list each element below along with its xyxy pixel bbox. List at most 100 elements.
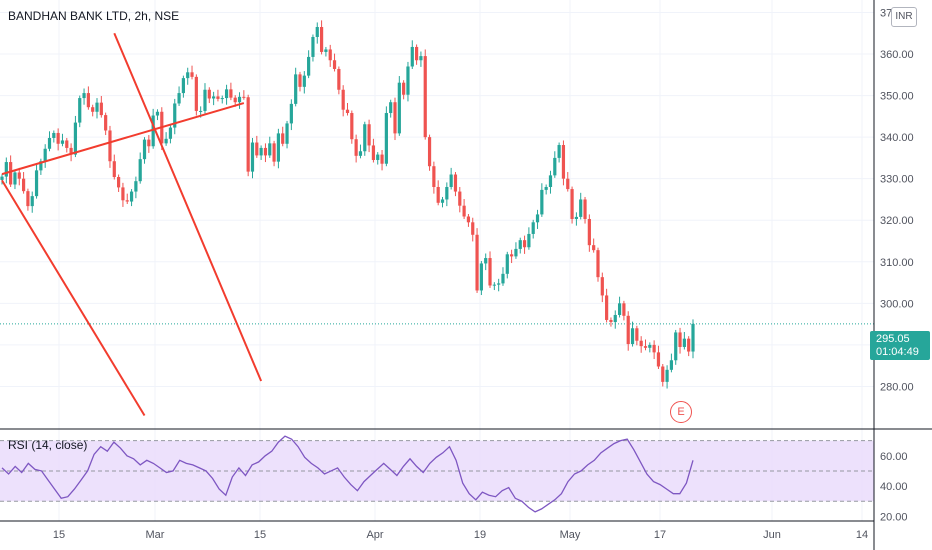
candle-body [199, 110, 203, 112]
candle-body [501, 273, 505, 284]
candle-body [69, 147, 73, 155]
candlesticks [0, 20, 695, 389]
candle-body [389, 102, 393, 114]
candle-body [328, 49, 332, 61]
candle-body [453, 174, 458, 192]
last-price-badge: 295.05 01:04:49 [870, 331, 930, 360]
y-tick-label: 320.00 [880, 215, 914, 227]
candle-body [466, 216, 471, 223]
x-tick-label: 14 [856, 529, 868, 541]
candle-body [570, 189, 574, 219]
trendlines[interactable] [1, 32, 263, 417]
candle-body [518, 240, 522, 249]
trendline-descending-lower[interactable] [1, 179, 146, 417]
candle-body [669, 360, 674, 370]
candle-body [168, 127, 173, 139]
candle-body [600, 277, 604, 296]
candle-body [540, 189, 544, 215]
candle-body [510, 254, 514, 257]
candle-body [583, 199, 587, 219]
candle-body [440, 199, 445, 203]
x-tick-label: Apr [366, 529, 383, 541]
candle-body [410, 46, 414, 67]
candle-body [95, 102, 99, 112]
candle-body [665, 369, 669, 382]
y-tick-label: 310.00 [880, 257, 914, 269]
candle-body [285, 123, 289, 144]
candle-body [30, 196, 34, 207]
candle-body [678, 332, 682, 347]
candle-body [397, 82, 401, 134]
candle-body [276, 133, 280, 162]
candle-body [281, 133, 285, 144]
candle-body [289, 103, 293, 124]
candle-body [43, 148, 47, 162]
chart-title: BANDHAN BANK LTD, 2h, NSE [8, 9, 180, 23]
rsi-tick-label: 40.00 [880, 481, 908, 493]
candle-body [527, 233, 531, 248]
candle-body [268, 143, 272, 156]
candle-body [687, 338, 691, 352]
candle-body [427, 137, 432, 167]
candle-body [250, 142, 255, 172]
candle-body [52, 132, 56, 138]
candle-body [78, 98, 82, 123]
candle-body [229, 89, 233, 98]
candle-body [13, 172, 17, 185]
candle-body [263, 147, 268, 156]
candle-body [384, 113, 388, 164]
candle-body [173, 103, 177, 128]
candle-body [497, 283, 501, 285]
candle-body [613, 314, 617, 323]
candle-body [294, 74, 298, 104]
candle-body [579, 199, 583, 217]
candle-body [26, 191, 30, 207]
candle-body [125, 200, 129, 202]
candle-body [272, 143, 276, 162]
candle-body [259, 147, 263, 156]
candle-body [134, 181, 138, 192]
candle-body [298, 74, 302, 87]
candle-body [609, 319, 613, 323]
candle-body [242, 96, 246, 98]
x-tick-label: 17 [654, 529, 666, 541]
candle-body [622, 303, 626, 316]
x-tick-label: May [560, 529, 581, 541]
candle-body [432, 166, 436, 187]
candle-body [371, 145, 376, 160]
candle-body [203, 89, 207, 111]
x-tick-label: 15 [53, 529, 65, 541]
candle-body [605, 295, 609, 320]
trendline-descending-upper[interactable] [113, 32, 263, 382]
candle-body [682, 338, 686, 347]
y-tick-label: 360.00 [880, 49, 914, 61]
candle-body [4, 162, 8, 177]
candle-body [164, 138, 168, 144]
trendline-rising-resistance[interactable] [1, 102, 245, 176]
currency-badge[interactable]: INR [891, 7, 917, 27]
candle-body [319, 27, 324, 52]
candle-body [177, 93, 181, 104]
rsi-tick-label: 60.00 [880, 451, 908, 463]
candle-body [138, 159, 142, 182]
candle-body [186, 72, 190, 79]
candle-body [17, 172, 21, 179]
candle-body [216, 96, 220, 99]
candle-body [82, 93, 86, 99]
candle-body [436, 186, 440, 203]
candle-body [86, 93, 90, 108]
x-tick-label: 19 [474, 529, 486, 541]
candle-body [423, 56, 427, 138]
candle-body [341, 89, 345, 110]
candle-body [479, 263, 483, 291]
candle-body [566, 178, 570, 190]
candle-body [445, 186, 449, 200]
y-tick-label: 340.00 [880, 132, 914, 144]
earnings-marker[interactable]: E [670, 401, 692, 423]
rsi-band [0, 440, 874, 502]
bar-countdown: 01:04:49 [876, 346, 919, 358]
candle-body [311, 36, 315, 57]
candle-body [514, 248, 518, 257]
candle-body [350, 113, 354, 140]
